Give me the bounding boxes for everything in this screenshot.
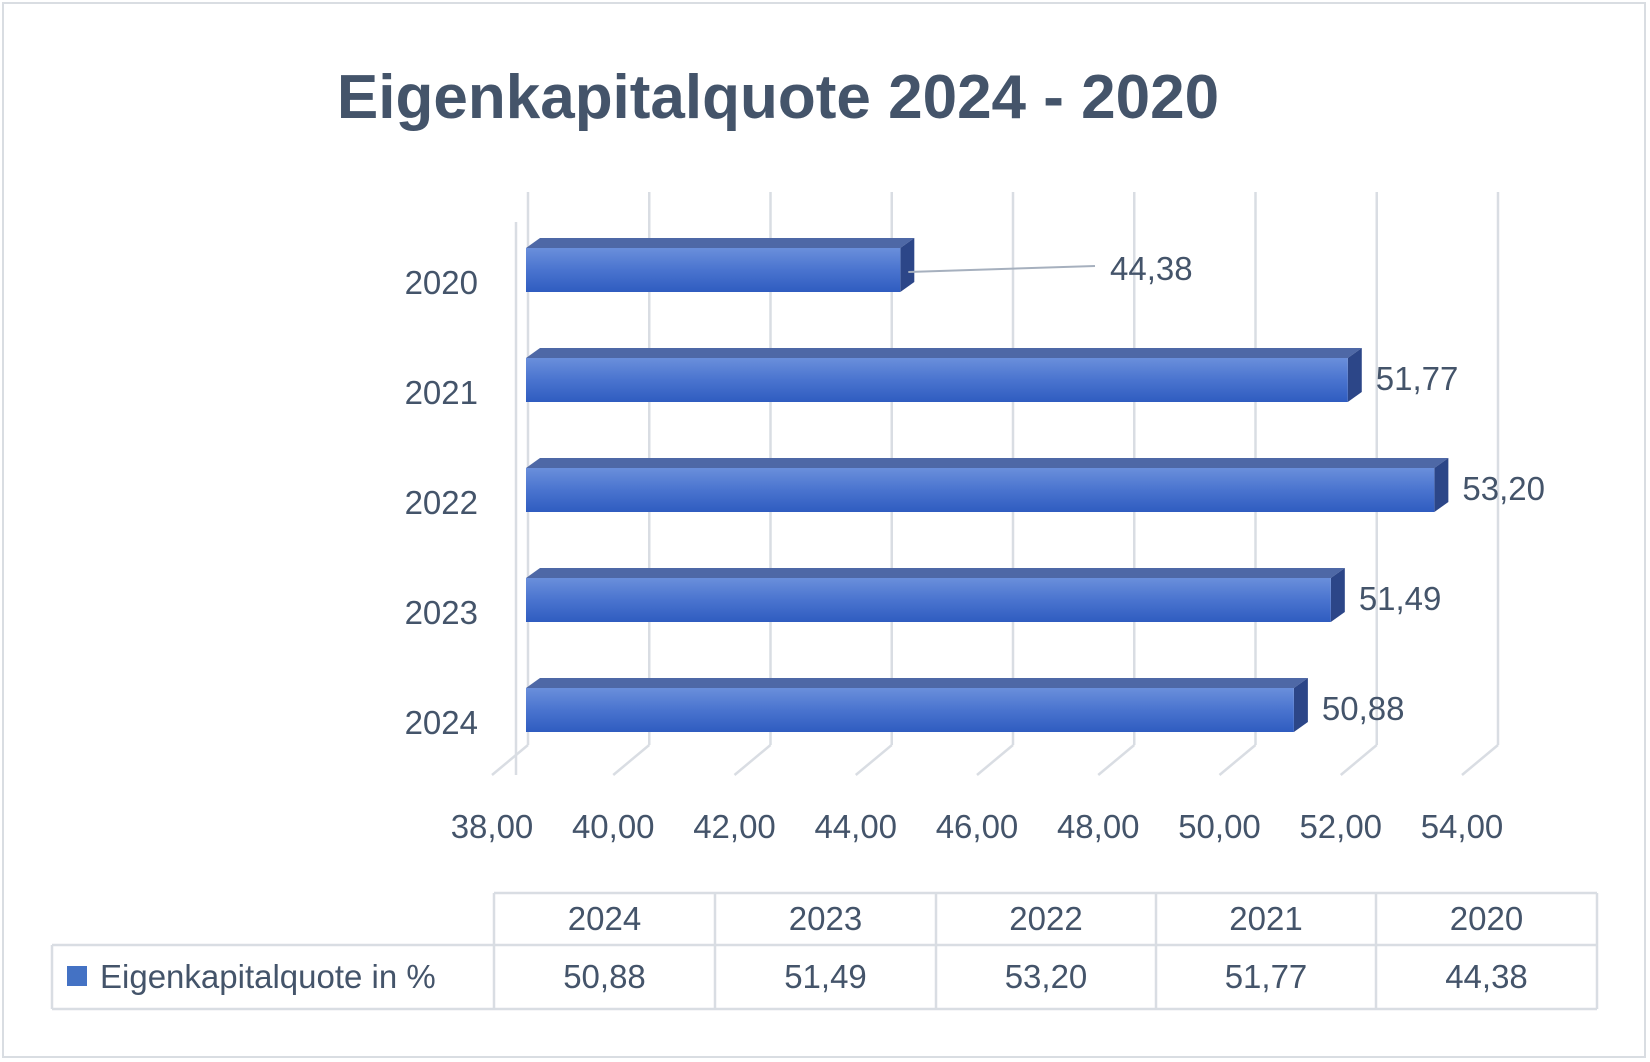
- bar-2020: 44,38: [526, 238, 1193, 292]
- category-label: 2022: [405, 484, 478, 521]
- category-label: 2020: [405, 264, 478, 301]
- bar-side: [1330, 568, 1345, 622]
- x-tick-label: 54,00: [1421, 808, 1504, 845]
- gridline-floor: [491, 744, 529, 776]
- gridline-floor: [854, 744, 893, 776]
- data-table: 2024 2023 2022 2021 2020 50,88 51,49 53,20 51,77…: [50, 891, 1599, 1011]
- bar-side: [1293, 678, 1308, 732]
- bar-top: [526, 458, 1449, 468]
- leader-line: [908, 265, 1096, 273]
- data-label: 53,20: [1462, 470, 1545, 507]
- gridline-floor: [976, 744, 1014, 776]
- table-header-cell: 2021: [1229, 900, 1302, 937]
- x-tick-label: 44,00: [814, 808, 897, 845]
- table-header-cell: 2024: [568, 900, 641, 937]
- bar-2023: 51,49: [526, 568, 1441, 622]
- bar: [526, 688, 1294, 732]
- table-header-cell: 2020: [1450, 900, 1523, 937]
- bar-side: [900, 238, 915, 292]
- gridline-floor: [1218, 744, 1257, 776]
- gridline-floor: [733, 744, 772, 776]
- x-tick-label: 46,00: [936, 808, 1019, 845]
- table-value-cell: 51,77: [1225, 958, 1308, 995]
- data-label: 51,49: [1359, 580, 1442, 617]
- x-tick-label: 42,00: [693, 808, 776, 845]
- x-axis-ticks: 38,00 40,00 42,00 44,00 46,00 48,00 50,00 52,00…: [451, 808, 1504, 845]
- x-tick-label: 38,00: [451, 808, 534, 845]
- table-value-cell: 51,49: [784, 958, 867, 995]
- gridline-floor: [1461, 744, 1499, 776]
- table-value-cell: 44,38: [1445, 958, 1528, 995]
- bar: [526, 578, 1331, 622]
- legend-key: [67, 966, 87, 986]
- bar-top: [526, 348, 1362, 358]
- bar-side: [1434, 458, 1449, 512]
- x-tick-label: 52,00: [1299, 808, 1382, 845]
- bar-2021: 51,77: [526, 348, 1458, 402]
- bars: 44,38 51,77 53,20 51,49 50,88: [526, 238, 1545, 732]
- bar-top: [526, 238, 915, 248]
- table-header-cell: 2023: [789, 900, 862, 937]
- data-label: 50,88: [1322, 690, 1405, 727]
- gridline-floor: [1339, 744, 1378, 776]
- bar: [526, 248, 901, 292]
- x-tick-label: 40,00: [572, 808, 655, 845]
- table-value-cell: 53,20: [1005, 958, 1088, 995]
- gridline-floor: [1097, 744, 1136, 776]
- table-header-cell: 2022: [1009, 900, 1082, 937]
- category-labels: 2020 2021 2022 2023 2024: [405, 264, 478, 741]
- data-label: 51,77: [1376, 360, 1459, 397]
- bar: [526, 358, 1348, 402]
- bar-top: [526, 568, 1345, 578]
- category-label: 2024: [405, 704, 478, 741]
- bar-2024: 50,88: [526, 678, 1404, 732]
- chart-title: Eigenkapitalquote 2024 - 2020: [337, 63, 1219, 132]
- bar-side: [1347, 348, 1362, 402]
- table-row-label: Eigenkapitalquote in %: [100, 958, 436, 995]
- gridline-floor: [612, 744, 651, 776]
- category-label: 2023: [405, 594, 478, 631]
- bar: [526, 468, 1435, 512]
- x-tick-label: 50,00: [1178, 808, 1261, 845]
- bar-top: [526, 678, 1308, 688]
- x-tick-label: 48,00: [1057, 808, 1140, 845]
- bar-2022: 53,20: [526, 458, 1545, 512]
- table-value-cell: 50,88: [563, 958, 646, 995]
- category-label: 2021: [405, 374, 478, 411]
- data-label: 44,38: [1110, 250, 1193, 287]
